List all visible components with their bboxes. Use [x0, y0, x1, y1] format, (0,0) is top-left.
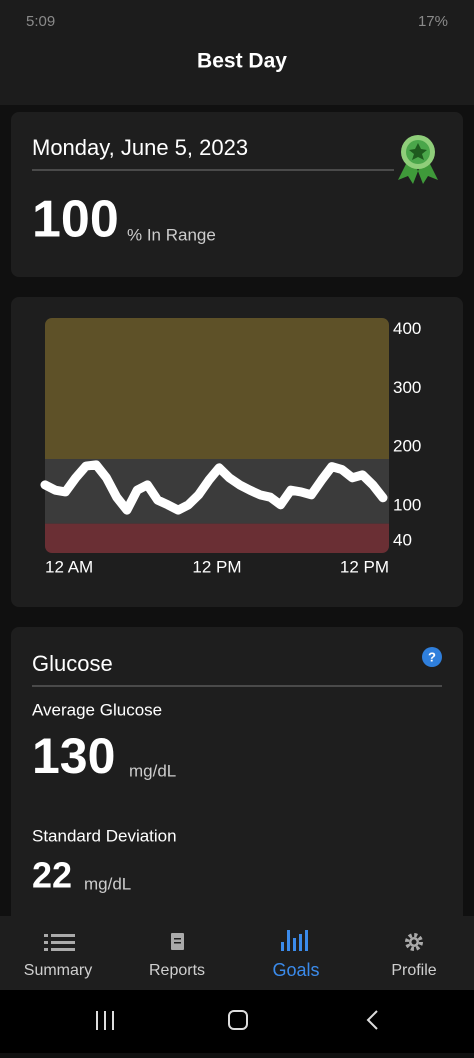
header-bg [0, 0, 474, 105]
nav-label[interactable]: Summary [24, 962, 92, 979]
nav-label[interactable]: Goals [272, 960, 319, 980]
system-nav [0, 990, 474, 1053]
help-mark: ? [428, 649, 436, 664]
status-time: 5:09 [26, 13, 55, 30]
glucose-trace [40, 460, 388, 515]
sd-value: 22 [32, 855, 72, 896]
system-buttons [96, 1010, 378, 1030]
y-tick-label: 40 [393, 531, 412, 550]
high-band [45, 318, 389, 459]
x-tick-label: 12 PM [340, 557, 389, 576]
status-battery: 17% [418, 13, 448, 30]
sd-unit: mg/dL [84, 874, 131, 893]
low-band [45, 523, 389, 553]
in-range-label: % In Range [127, 225, 216, 244]
y-tick-label: 100 [393, 495, 421, 514]
ribbon-icon [398, 135, 438, 184]
y-tick-label: 300 [393, 378, 421, 397]
help-icon[interactable] [422, 647, 442, 667]
x-tick-label: 12 PM [192, 557, 241, 576]
nav-label[interactable]: Reports [149, 962, 205, 979]
nav-label[interactable]: Profile [391, 962, 436, 979]
bottom-nav [0, 916, 474, 990]
summary-icon [44, 934, 75, 951]
glucose-title: Glucose [32, 651, 113, 676]
x-tick-label: 12 AM [45, 557, 93, 576]
date: Monday, June 5, 2023 [32, 135, 248, 160]
glucose-card [11, 627, 463, 927]
y-tick-label: 200 [393, 437, 421, 456]
profile-icon [405, 933, 423, 951]
sd-label: Standard Deviation [32, 826, 177, 845]
reports-icon [171, 933, 184, 950]
y-tick-label: 400 [393, 319, 421, 338]
average-label: Average Glucose [32, 700, 162, 719]
best-day-card [11, 112, 463, 277]
average-value: 130 [32, 728, 115, 784]
header-title: Best Day [197, 50, 287, 73]
plot [45, 318, 389, 553]
goals-icon [281, 930, 308, 951]
average-unit: mg/dL [129, 761, 176, 780]
in-range-value: 100 [32, 191, 119, 249]
